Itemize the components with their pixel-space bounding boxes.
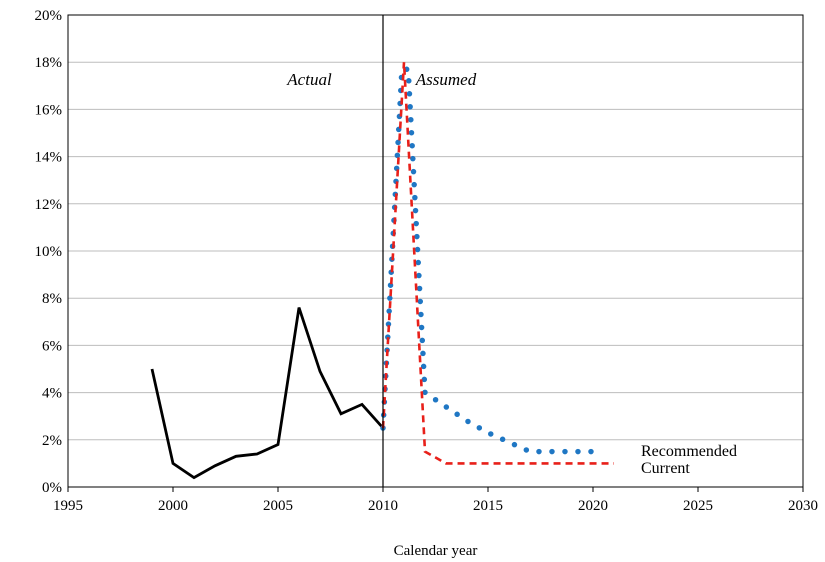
y-tick-label: 2% (42, 433, 62, 449)
y-tick-label: 10% (35, 244, 63, 260)
y-tick-label: 14% (35, 150, 63, 166)
y-tick-label: 12% (35, 197, 63, 213)
series-line-current (381, 62, 614, 465)
x-tick-label: 2015 (473, 498, 503, 514)
y-tick-label: 0% (42, 480, 62, 496)
series-line-recommended (380, 66, 607, 455)
series-label-recommended: Recommended (641, 443, 737, 460)
gridlines (68, 61, 803, 441)
y-axis-ticks: 0% 2% 4% 6% 8% 10% 12% 14% 16% 18% 20% (35, 8, 63, 496)
region-label-assumed: Assumed (415, 70, 477, 89)
x-tick-label: 2025 (683, 498, 713, 514)
plot-area-frame (67, 14, 804, 488)
y-tick-label: 8% (42, 291, 62, 307)
region-label-actual: Actual (286, 70, 332, 89)
x-axis-title: Calendar year (394, 543, 478, 559)
x-tick-label: 2005 (263, 498, 293, 514)
x-tick-label: 2010 (368, 498, 398, 514)
x-tick-label: 2000 (158, 498, 188, 514)
y-tick-label: 16% (35, 102, 63, 118)
x-axis-ticks: 1995 2000 2005 2010 2015 2020 2025 2030 (53, 487, 818, 514)
x-tick-label: 1995 (53, 498, 83, 514)
series-line-actual (150, 307, 385, 480)
y-tick-label: 4% (42, 386, 62, 402)
y-tick-label: 6% (42, 338, 62, 354)
x-tick-label: 2020 (578, 498, 608, 514)
series-lines (150, 62, 614, 480)
series-label-current: Current (641, 460, 690, 477)
x-tick-label: 2030 (788, 498, 818, 514)
y-tick-label: 18% (35, 55, 63, 71)
y-tick-label: 20% (35, 8, 63, 24)
